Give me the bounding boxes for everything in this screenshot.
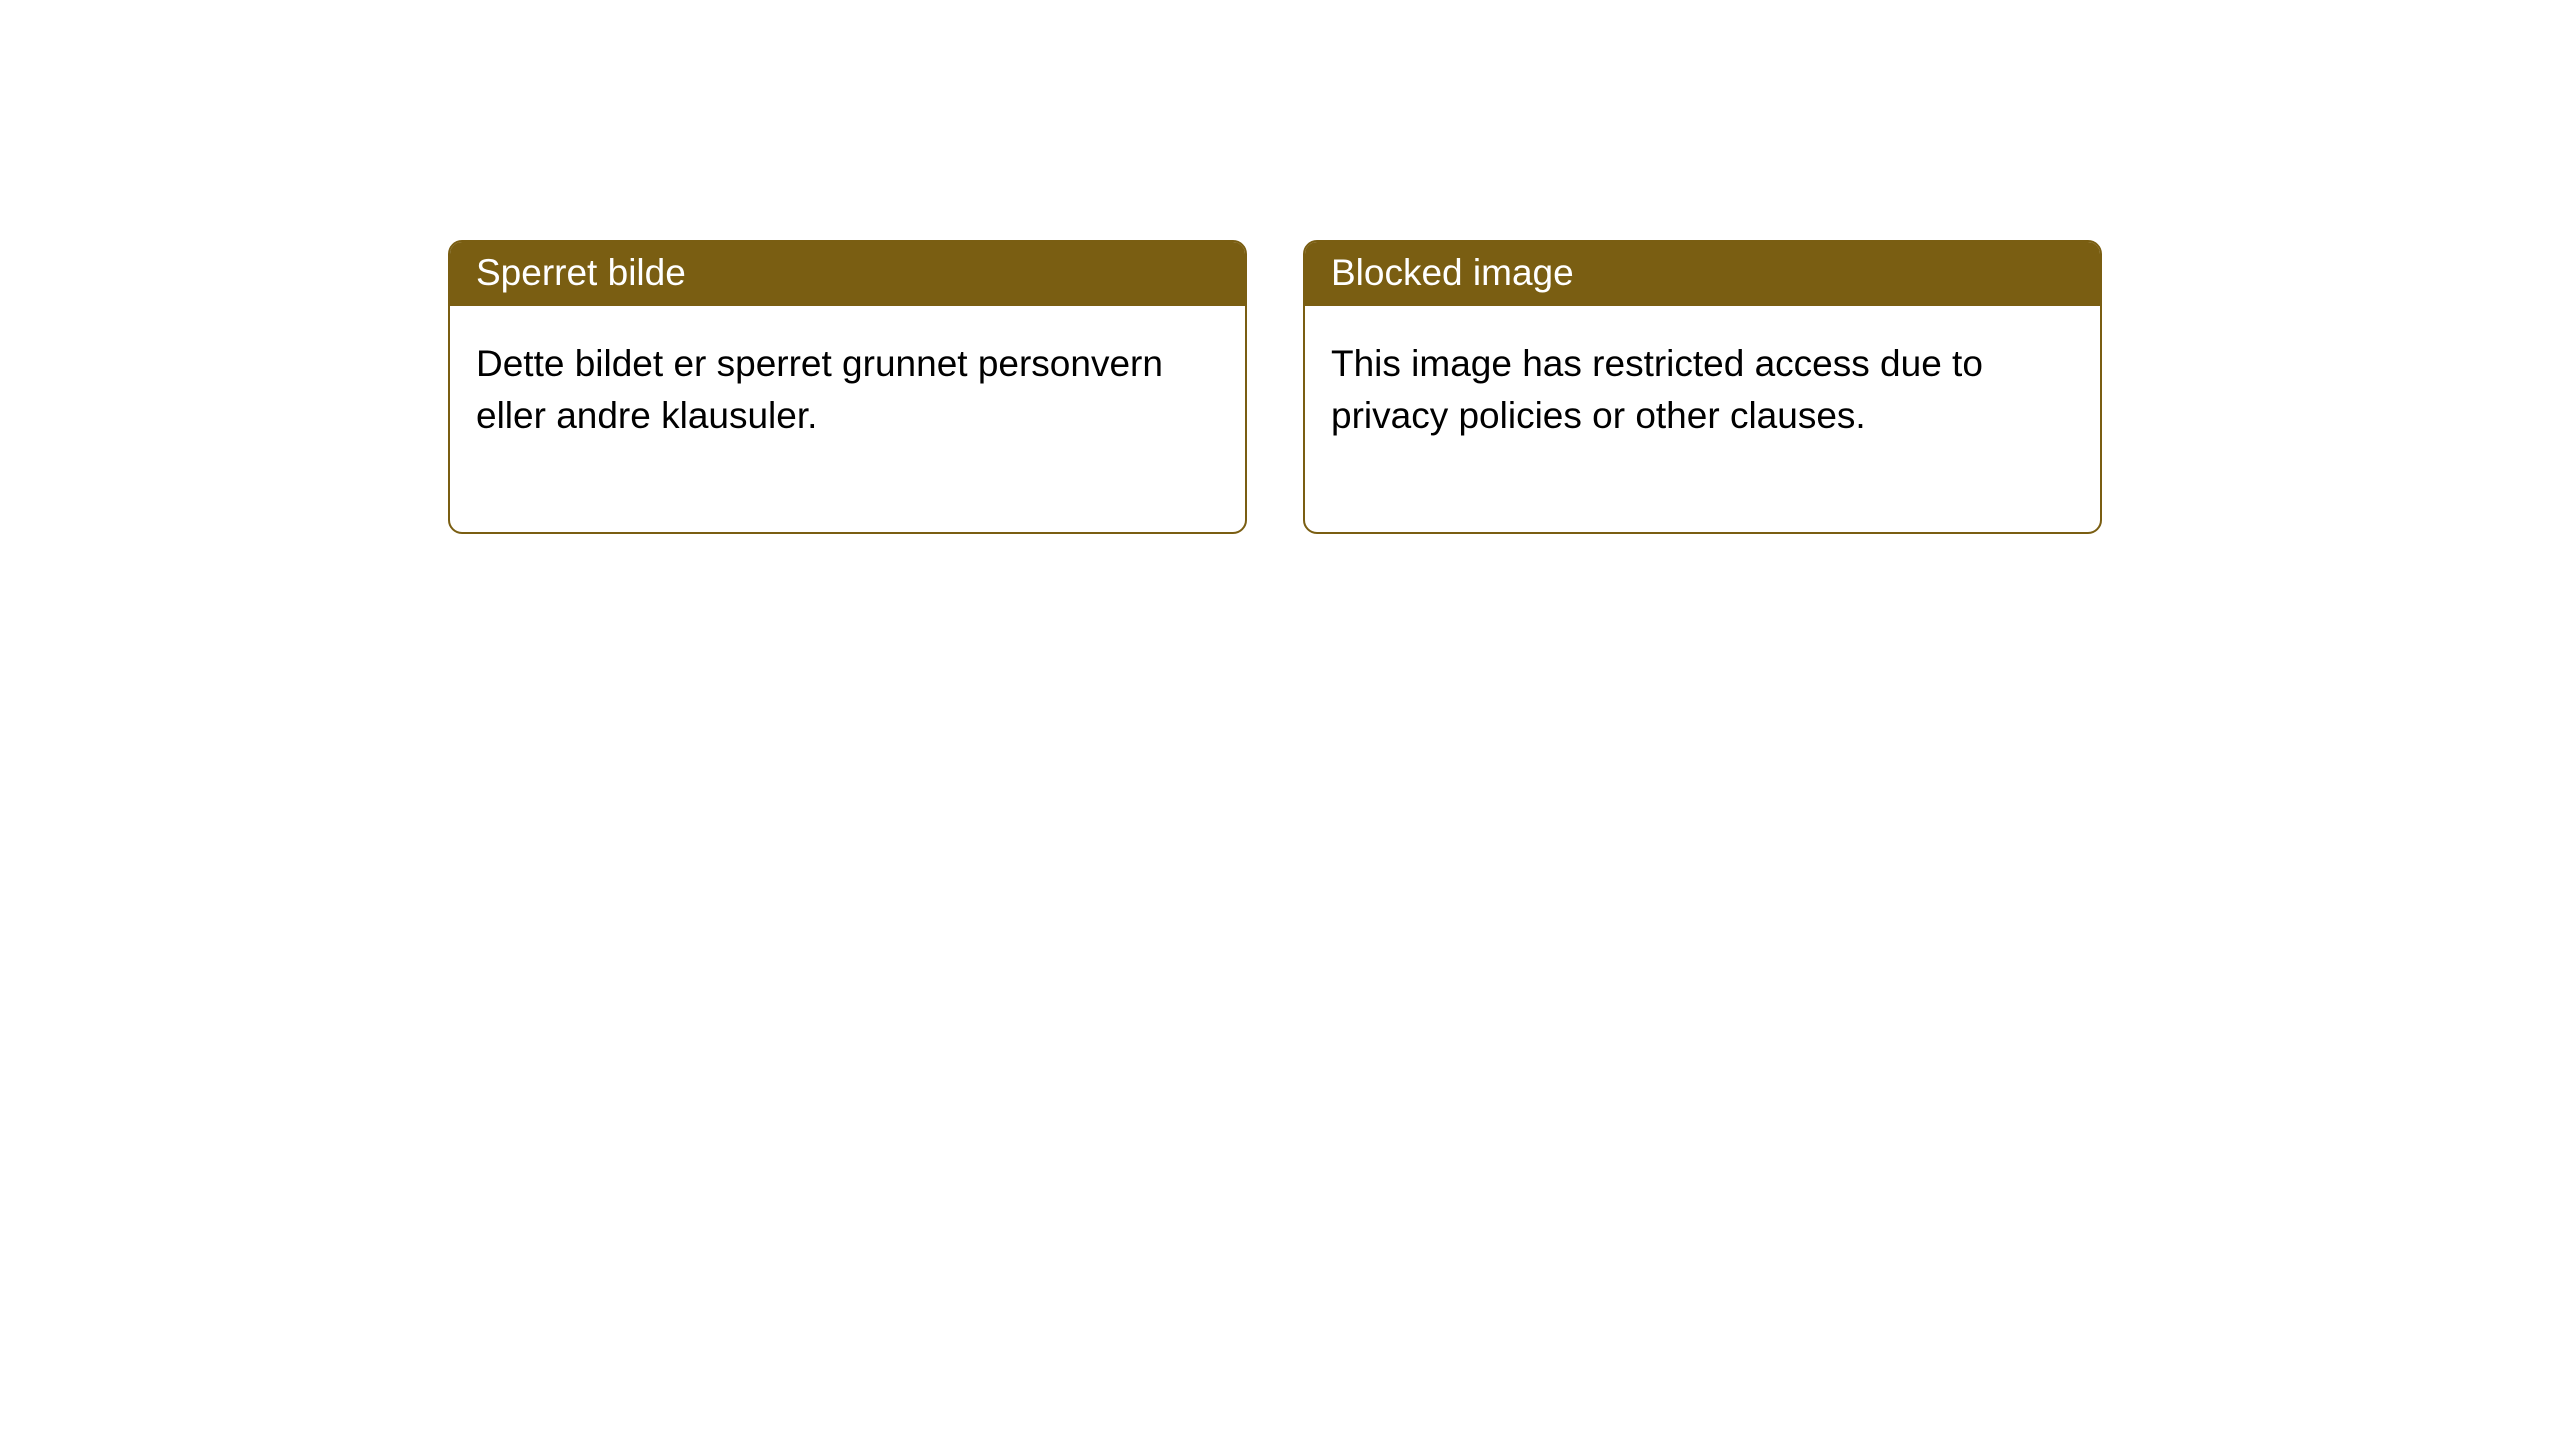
notice-header: Sperret bilde (450, 242, 1245, 306)
notice-body: This image has restricted access due to … (1305, 306, 2100, 532)
notice-header: Blocked image (1305, 242, 2100, 306)
notice-card-norwegian: Sperret bilde Dette bildet er sperret gr… (448, 240, 1247, 534)
notice-container: Sperret bilde Dette bildet er sperret gr… (448, 240, 2102, 534)
notice-body: Dette bildet er sperret grunnet personve… (450, 306, 1245, 532)
notice-card-english: Blocked image This image has restricted … (1303, 240, 2102, 534)
